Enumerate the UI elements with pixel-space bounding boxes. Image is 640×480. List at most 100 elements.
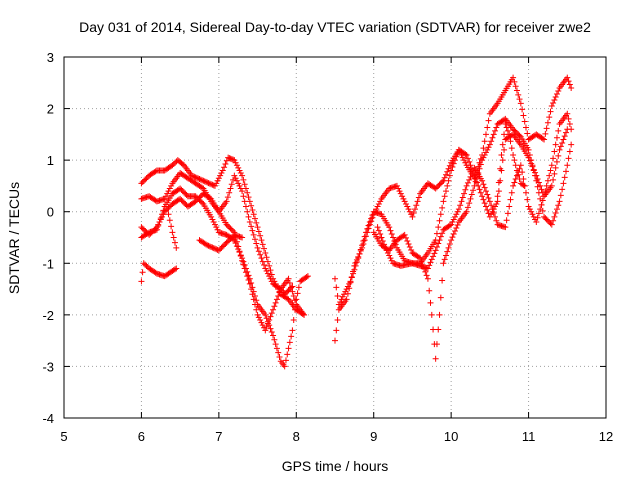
data-point-marker — [276, 289, 283, 296]
data-point-marker — [522, 189, 529, 196]
series-track-d — [138, 190, 308, 334]
data-point-marker — [233, 162, 240, 169]
data-point-marker — [435, 224, 442, 231]
data-point-marker — [489, 134, 496, 141]
data-point-marker — [548, 182, 555, 189]
data-point-marker — [165, 211, 172, 218]
y-tick-label: -4 — [42, 411, 54, 426]
data-point-marker — [427, 259, 434, 266]
data-point-marker — [537, 206, 544, 213]
data-point-marker — [343, 286, 350, 293]
data-point-marker — [246, 280, 253, 287]
data-point-marker — [436, 237, 443, 244]
data-point-marker — [564, 110, 571, 117]
data-point-marker — [197, 176, 204, 183]
data-point-marker — [224, 238, 231, 245]
data-point-marker — [462, 186, 469, 193]
data-point-marker — [562, 129, 569, 136]
data-point-marker — [547, 220, 554, 227]
data-point-marker — [405, 206, 412, 213]
data-point-marker — [521, 182, 528, 189]
data-point-marker — [142, 228, 149, 235]
data-point-marker — [301, 311, 308, 318]
data-point-marker — [295, 284, 302, 291]
data-point-marker — [466, 158, 473, 165]
data-point-marker — [257, 232, 264, 239]
data-point-marker — [510, 126, 517, 133]
data-point-marker — [286, 339, 293, 346]
data-point-marker — [270, 332, 277, 339]
data-point-marker — [384, 249, 391, 256]
x-tick-label: 11 — [522, 429, 536, 444]
data-point-marker — [197, 198, 204, 205]
series-track-e — [138, 260, 180, 285]
data-point-marker — [142, 261, 149, 268]
data-point-marker — [166, 185, 173, 192]
data-point-marker — [457, 149, 464, 156]
data-point-marker — [259, 322, 266, 329]
data-point-marker — [214, 226, 221, 233]
data-point-marker — [439, 277, 446, 284]
data-point-marker — [470, 187, 477, 194]
data-point-marker — [433, 341, 440, 348]
data-point-marker — [213, 224, 220, 231]
data-point-marker — [205, 180, 212, 187]
data-point-marker — [553, 90, 560, 97]
data-point-marker — [264, 258, 271, 265]
data-point-marker — [373, 206, 380, 213]
data-point-marker — [258, 319, 265, 326]
data-point-marker — [138, 180, 145, 187]
data-point-marker — [381, 241, 388, 248]
data-point-marker — [393, 182, 400, 189]
data-point-marker — [370, 211, 377, 218]
data-point-marker — [525, 154, 532, 161]
data-point-marker — [266, 317, 273, 324]
data-point-marker — [513, 87, 520, 94]
data-point-marker — [160, 211, 167, 218]
data-point-marker — [504, 210, 511, 217]
data-point-marker — [375, 227, 382, 234]
data-point-marker — [526, 206, 533, 213]
data-point-marker — [257, 251, 264, 258]
data-point-marker — [480, 154, 487, 161]
data-point-marker — [560, 136, 567, 143]
data-point-marker — [548, 221, 555, 228]
data-point-marker — [449, 164, 456, 171]
data-point-marker — [520, 182, 527, 189]
data-point-marker — [221, 242, 228, 249]
data-point-marker — [417, 255, 424, 262]
data-point-marker — [285, 275, 292, 282]
data-point-marker — [437, 211, 444, 218]
data-point-marker — [552, 141, 559, 148]
data-point-marker — [501, 131, 508, 138]
data-point-marker — [251, 301, 258, 308]
data-point-marker — [267, 325, 274, 332]
data-point-marker — [561, 174, 568, 181]
x-tick-label: 7 — [215, 429, 222, 444]
data-point-marker — [181, 189, 188, 196]
data-point-marker — [143, 175, 150, 182]
data-point-marker — [262, 311, 269, 318]
x-tick-label: 8 — [293, 429, 300, 444]
data-point-marker — [462, 159, 469, 166]
data-point-marker — [515, 91, 522, 98]
data-point-marker — [372, 208, 379, 215]
data-point-marker — [546, 219, 553, 226]
data-point-marker — [512, 128, 519, 135]
data-point-marker — [236, 182, 243, 189]
data-point-marker — [254, 311, 261, 318]
data-point-marker — [480, 181, 487, 188]
data-point-marker — [492, 203, 499, 210]
data-point-marker — [209, 244, 216, 251]
data-point-marker — [455, 146, 462, 153]
data-point-marker — [347, 279, 354, 286]
data-point-marker — [406, 208, 413, 215]
data-point-marker — [285, 287, 292, 294]
data-point-marker — [497, 165, 504, 172]
data-point-marker — [485, 117, 492, 124]
data-point-marker — [477, 161, 484, 168]
data-point-marker — [253, 306, 260, 313]
data-point-marker — [210, 219, 217, 226]
data-point-marker — [273, 296, 280, 303]
data-point-marker — [361, 237, 368, 244]
